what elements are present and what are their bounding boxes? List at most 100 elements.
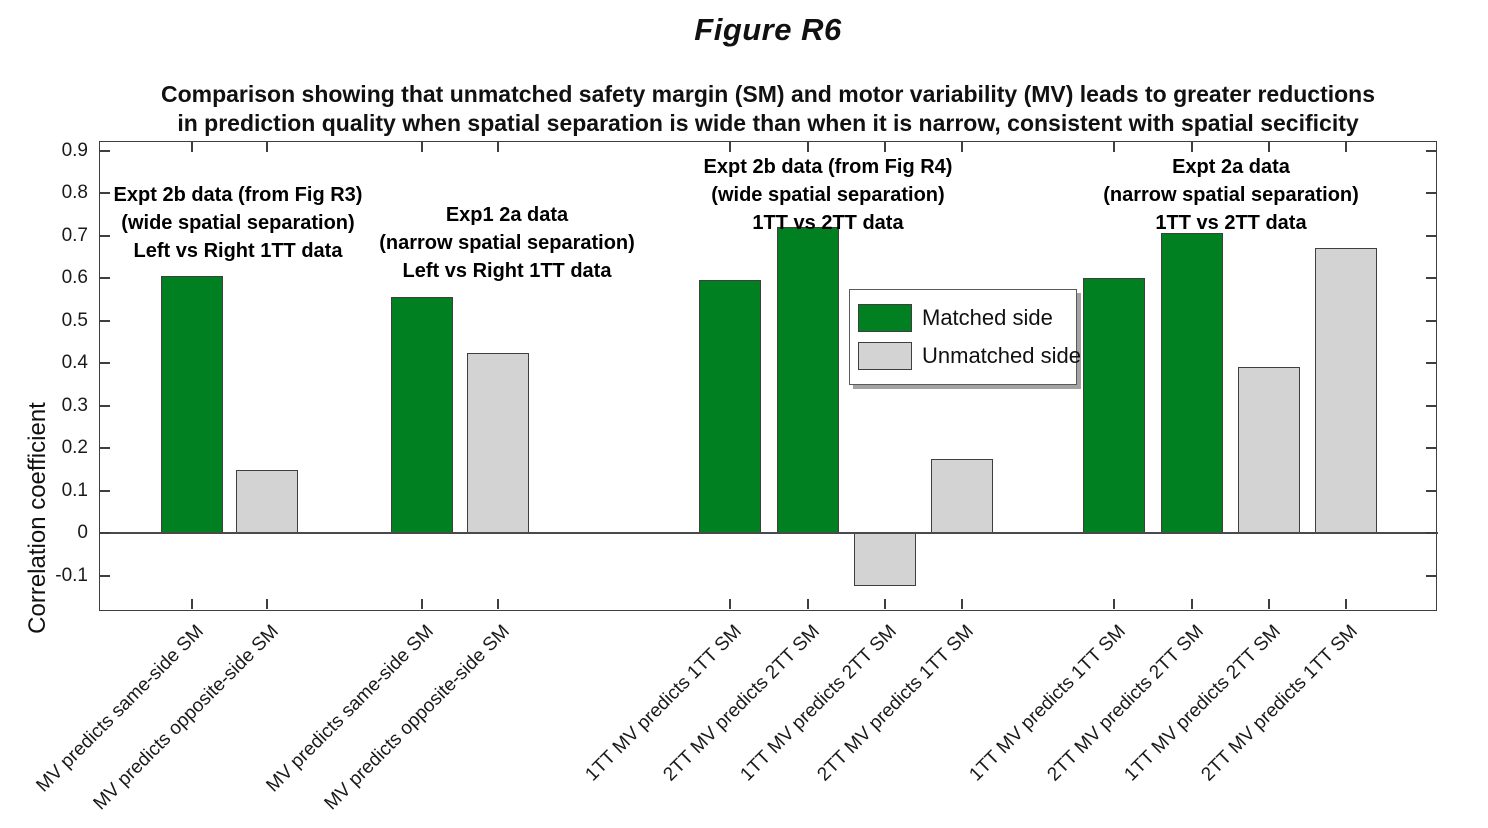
y-tick-label: -0.1 [55,564,88,586]
group-annotation-line: Left vs Right 1TT data [133,240,343,262]
legend-label: Unmatched side [922,343,1081,368]
x-tick-bottom [191,599,194,609]
x-tick-top [265,142,268,152]
y-tick-right [1426,277,1436,280]
x-tick-bottom [807,599,810,609]
x-tick-bottom [1268,599,1270,609]
y-tick-right [1426,319,1436,322]
group-annotation-line: Expt 2b data (from Fig R4) [703,156,953,178]
group-annotation: Expt 2b data (from Fig R3) (wide spatial … [114,181,363,265]
group-annotation-line: Expt 2b data (from Fig R3) [113,184,363,206]
y-axis-label: Correlation coefficient [24,402,51,634]
bar [1314,248,1377,534]
y-tick-left [100,532,110,535]
x-tick-bottom [1112,599,1115,609]
bar [930,458,993,534]
y-tick-left [100,277,110,280]
bar [699,280,762,534]
y-tick-left [100,404,110,407]
x-tick-top [729,142,732,152]
legend-item: Unmatched side [850,342,1081,370]
y-tick-left [100,574,110,577]
bar [235,469,298,534]
bar [854,533,916,587]
x-tick-bottom [1190,599,1193,609]
bar [1238,367,1300,534]
y-tick-right [1426,234,1436,237]
group-annotation: Expt 2b data (from Fig R4) (wide spatial … [704,153,953,237]
group-annotation: Expt 2a data (narrow spatial separation) 1… [1103,153,1359,237]
x-tick-top [1344,142,1347,152]
x-tick-bottom [729,599,732,609]
legend: Matched side Unmatched side [849,289,1081,385]
y-tick-left [100,362,110,365]
x-tick-top [1190,142,1193,152]
y-tick-left [100,234,110,237]
y-tick-left [100,447,110,450]
x-tick-top [807,142,810,152]
x-tick-bottom [960,599,963,609]
x-tick-top [421,142,424,152]
legend-swatch [858,304,912,332]
bar [1082,278,1145,534]
y-tick-label: 0.8 [61,182,88,204]
y-tick-label: 0.3 [61,394,88,416]
group-annotation-line: Left vs Right 1TT data [402,260,612,282]
group-annotation: Exp1 2a data (narrow spatial separation) L… [379,201,635,285]
y-tick-label: 0.6 [61,267,88,289]
y-tick-left [100,489,110,492]
legend-swatch [858,342,912,370]
y-tick-right [1426,149,1436,152]
chart-subtitle: Comparison showing that unmatched safety… [99,80,1437,138]
y-tick-label: 0 [77,522,88,544]
x-tick-top [884,142,886,152]
y-tick-right [1426,362,1436,365]
y-tick-label: 0.1 [61,479,88,501]
x-tick-bottom [497,599,500,609]
y-tick-right [1426,404,1436,407]
zero-baseline [100,532,1438,535]
y-tick-left [100,149,110,152]
y-tick-label: 0.5 [61,309,88,331]
y-tick-right [1426,192,1436,195]
x-tick-bottom [421,599,424,609]
group-annotation-line: 1TT vs 2TT data [752,212,904,234]
y-tick-label: 0.4 [61,352,88,374]
x-tick-bottom [265,599,268,609]
y-tick-label: 0.7 [61,224,88,246]
chart-subtitle-line1: Comparison showing that unmatched safety… [160,81,1376,107]
group-annotation-line: Exp1 2a data [445,204,569,226]
group-annotation-line: 1TT vs 2TT data [1155,212,1307,234]
x-tick-bottom [1344,599,1347,609]
x-tick-top [1268,142,1270,152]
group-annotation-line: (wide spatial separation) [121,212,355,234]
chart-subtitle-line2: in prediction quality when spatial separ… [177,110,1359,136]
x-tick-bottom [884,599,886,609]
x-tick-top [1112,142,1115,152]
y-tick-left [100,192,110,195]
group-annotation-line: Expt 2a data [1172,156,1290,178]
legend-label: Matched side [922,305,1053,330]
legend-item: Matched side [850,304,1076,332]
bar [467,352,530,534]
bar [1160,233,1223,534]
y-tick-right [1426,574,1436,577]
bar [777,227,840,534]
y-tick-label: 0.2 [61,437,88,459]
x-tick-top [960,142,963,152]
y-tick-right [1426,447,1436,450]
bar [391,297,454,534]
y-tick-right [1426,489,1436,492]
group-annotation-line: (narrow spatial separation) [379,232,635,254]
group-annotation-line: (wide spatial separation) [711,184,945,206]
bar [161,275,224,534]
y-tick-left [100,319,110,322]
figure-title: Figure R6 [694,12,842,47]
x-tick-top [497,142,500,152]
plot-area: Correlation coefficient 0.9 0.8 0.7 0.6 0.5 0… [24,140,1438,634]
group-annotation-line: (narrow spatial separation) [1103,184,1359,206]
y-tick-right [1426,532,1436,535]
x-tick-top [191,142,194,152]
y-tick-label: 0.9 [61,139,88,161]
